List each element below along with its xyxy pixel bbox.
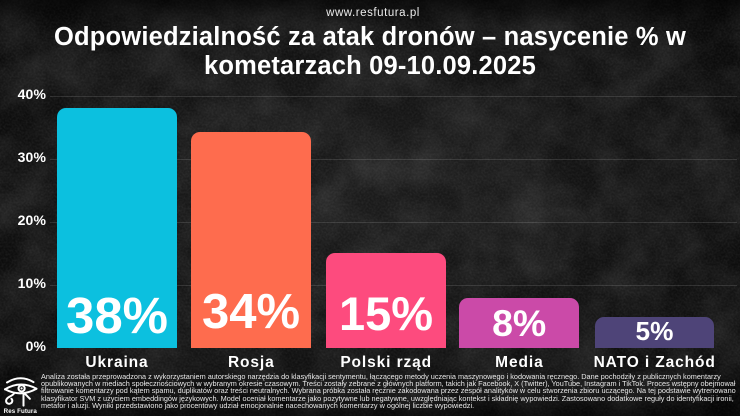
svg-text:Res Futura: Res Futura [4,408,38,415]
